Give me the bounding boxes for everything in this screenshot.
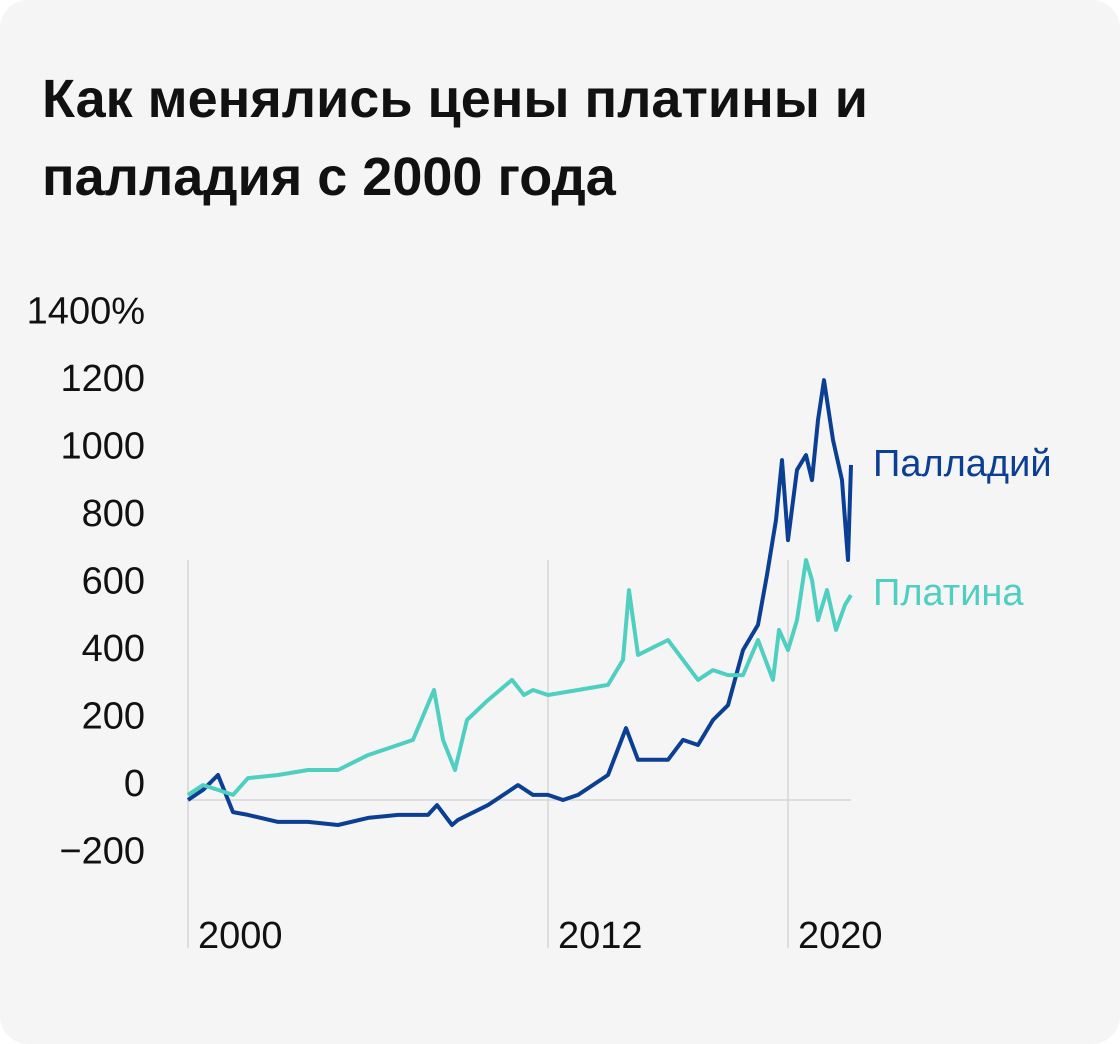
series-line: [186, 378, 853, 827]
x-tick-label: 2000: [198, 915, 283, 957]
y-tick-label: 600: [82, 561, 145, 603]
x-tick-label: 2020: [798, 915, 883, 957]
y-tick-label: 1000: [60, 426, 145, 468]
y-tick-label: 1200: [60, 358, 145, 400]
y-tick-label: 0: [124, 763, 145, 805]
legend-label: Платина: [873, 572, 1024, 614]
chart-title: Как менялись цены платины и палладия с 2…: [42, 69, 869, 207]
y-tick-label: 200: [82, 696, 145, 738]
series-line: [186, 558, 853, 797]
y-tick-label: 400: [82, 628, 145, 670]
x-tick-label: 2012: [558, 915, 643, 957]
y-tick-label: 800: [82, 493, 145, 535]
y-tick-label: −200: [59, 831, 145, 873]
legend-label: Палладий: [873, 443, 1052, 485]
y-tick-label: 1400%: [27, 291, 145, 333]
